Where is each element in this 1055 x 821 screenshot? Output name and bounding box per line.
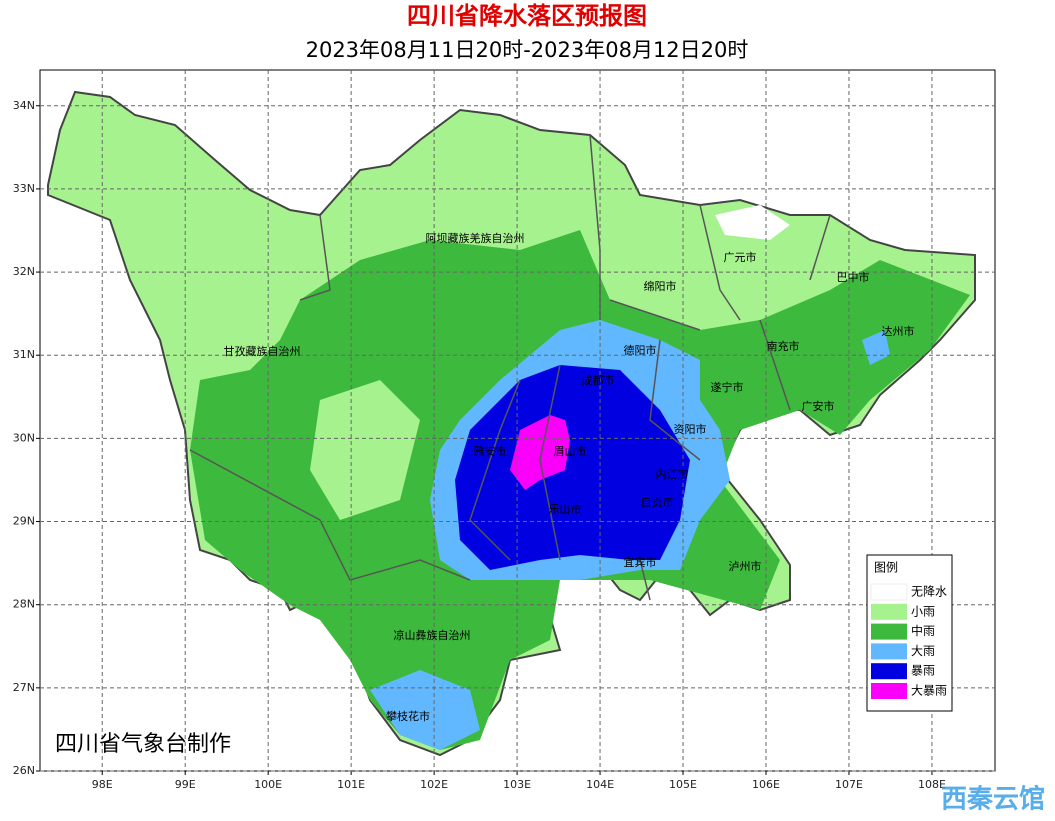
legend-label: 大雨 bbox=[911, 644, 935, 658]
rainstorm-zone bbox=[455, 365, 690, 570]
x-tick-label: 108E bbox=[918, 778, 946, 791]
title: 四川省降水落区预报图 bbox=[407, 2, 647, 30]
region-label: 甘孜藏族自治州 bbox=[224, 344, 301, 358]
heavy-rain-patch bbox=[862, 330, 890, 365]
region-label: 遂宁市 bbox=[711, 380, 744, 394]
region-label: 乐山市 bbox=[549, 502, 582, 516]
light-rain-patch bbox=[310, 380, 420, 520]
axes: 98E 99E 100E 101E 102E 103E 104E 105E 106E 107E 10… bbox=[13, 70, 995, 791]
y-tick-label: 29N bbox=[13, 515, 35, 528]
legend-swatch bbox=[871, 663, 907, 680]
x-tick-label: 99E bbox=[175, 778, 196, 791]
y-tick-label: 28N bbox=[13, 598, 35, 611]
region-label: 凉山彝族自治州 bbox=[394, 628, 471, 642]
legend-label: 中雨 bbox=[911, 623, 935, 638]
legend-label: 大暴雨 bbox=[911, 684, 947, 698]
region-label: 泸州市 bbox=[729, 559, 762, 573]
region-label: 达州市 bbox=[882, 324, 915, 338]
credit: 四川省气象台制作 bbox=[55, 732, 231, 757]
x-tick-label: 107E bbox=[835, 778, 863, 791]
x-tick-label: 102E bbox=[420, 778, 448, 791]
region-label: 自贡市 bbox=[641, 495, 674, 509]
region-label: 资阳市 bbox=[674, 422, 707, 436]
region-label: 绵阳市 bbox=[644, 279, 677, 293]
region-label: 广元市 bbox=[724, 250, 757, 264]
region-label: 眉山市 bbox=[554, 444, 587, 458]
legend-title: 图例 bbox=[874, 561, 898, 575]
x-tick-label: 104E bbox=[586, 778, 614, 791]
y-tick-label: 31N bbox=[13, 348, 35, 361]
y-tick-label: 27N bbox=[13, 681, 35, 694]
y-tick-label: 32N bbox=[13, 265, 35, 278]
legend-label: 小雨 bbox=[911, 604, 935, 618]
y-tick-label: 33N bbox=[13, 182, 35, 195]
region-labels: 阿坝藏族羌族自治州 甘孜藏族自治州 广元市 巴中市 绵阳市 德阳市 达州市 南充… bbox=[224, 231, 915, 723]
region-label: 巴中市 bbox=[837, 270, 870, 284]
region-label: 成都市 bbox=[582, 373, 615, 387]
heavy-rain-patch bbox=[370, 670, 480, 750]
torrential-rain-zone bbox=[510, 415, 570, 490]
legend-swatch bbox=[870, 583, 908, 601]
y-tick-label: 26N bbox=[13, 764, 35, 777]
prefecture-boundaries bbox=[189, 134, 831, 601]
region-label: 德阳市 bbox=[624, 343, 657, 357]
legend-label: 无降水 bbox=[911, 585, 947, 599]
legend-swatch bbox=[871, 683, 907, 699]
x-tick-label: 103E bbox=[503, 778, 531, 791]
region-label: 广安市 bbox=[802, 399, 835, 413]
legend-label: 暴雨 bbox=[911, 664, 935, 678]
x-tick-label: 105E bbox=[669, 778, 697, 791]
subtitle: 2023年08月11日20时-2023年08月12日20时 bbox=[306, 38, 749, 62]
rain-zones bbox=[47, 90, 976, 757]
legend-swatch bbox=[871, 603, 907, 620]
watermark: 西秦云馆 bbox=[941, 784, 1045, 815]
x-tick-label: 106E bbox=[752, 778, 780, 791]
legend-swatch bbox=[871, 623, 907, 640]
x-tick-label: 100E bbox=[254, 778, 282, 791]
region-label: 雅安市 bbox=[474, 444, 507, 458]
region-label: 内江市 bbox=[656, 467, 689, 481]
no-rain-zone bbox=[715, 205, 790, 240]
region-label: 南充市 bbox=[767, 339, 800, 353]
region-label: 阿坝藏族羌族自治州 bbox=[426, 231, 525, 245]
y-tick-label: 30N bbox=[13, 431, 35, 444]
y-tick-label: 34N bbox=[13, 99, 35, 112]
x-tick-label: 101E bbox=[337, 778, 365, 791]
region-label: 攀枝花市 bbox=[386, 709, 430, 723]
x-tick-label: 98E bbox=[92, 778, 113, 791]
region-label: 宜宾市 bbox=[624, 555, 657, 569]
legend-swatch bbox=[871, 643, 907, 660]
